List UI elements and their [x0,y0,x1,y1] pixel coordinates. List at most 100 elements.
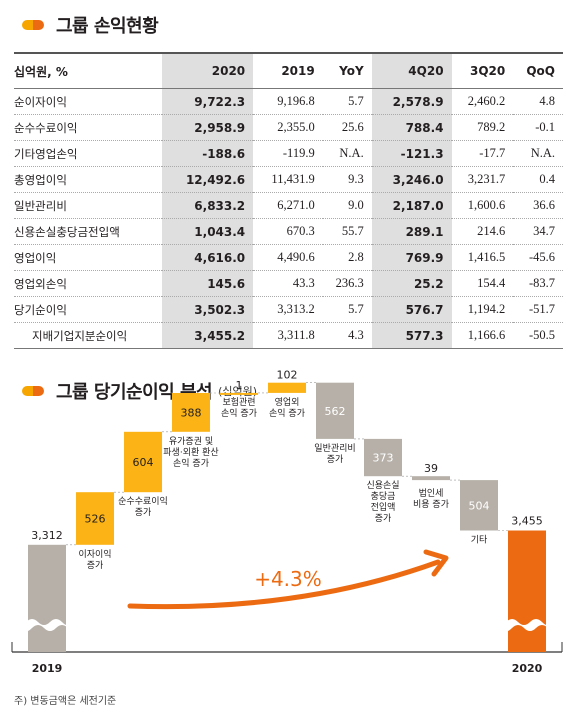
bar-value-6: 562 [325,405,346,418]
table-row: 신용손실충당금전입액 1,043.4 670.3 55.7 289.1 214.6 34.7 [14,218,563,245]
cell: -121.3 [371,140,452,167]
cell: -188.6 [162,140,254,167]
cell: 9.3 [322,166,372,193]
section-marker-icon [22,20,44,30]
row-label: 당기순이익 [14,296,162,323]
table-row: 영업외손익 145.6 43.3 236.3 25.2 154.4 -83.7 [14,270,563,297]
footnote: 주) 변동금액은 세전기준 [14,696,117,707]
row-label: 신용손실충당금전입액 [14,218,162,245]
cell: -0.1 [513,114,563,141]
cell: -50.5 [513,322,563,349]
cell: 5.7 [322,296,372,323]
cell: N.A. [513,140,563,167]
header-unit: 십억원, % [14,52,162,89]
row-label: 지배기업지분순이익 [14,322,162,349]
row-label: 영업이익 [14,244,162,271]
header-2019: 2019 [253,52,323,89]
cell: -45.6 [513,244,563,271]
cell: 2,578.9 [371,88,452,115]
table-header-row: 십억원, % 2020 2019 YoY 4Q20 3Q20 QoQ [14,52,563,89]
cell: 4,490.6 [253,244,323,271]
cell: 36.6 [513,192,563,219]
bar-6 [316,382,354,439]
cell: 25.2 [371,270,452,297]
cell: 3,246.0 [371,166,452,193]
trend-arrow [127,559,441,610]
section1-header: 그룹 손익현황 [22,12,159,38]
cell: 154.4 [451,270,514,297]
bar-value-2: 604 [133,456,154,469]
cell: 6,271.0 [253,192,323,219]
row-label: 총영업이익 [14,166,162,193]
cell: 1,416.5 [451,244,514,271]
cell: 25.6 [322,114,372,141]
cell: 576.7 [371,296,452,323]
axis-break-0 [26,619,68,631]
bar-3 [172,393,210,432]
cell: 2,355.0 [253,114,323,141]
cell: 3,313.2 [253,296,323,323]
cell: 789.2 [451,114,514,141]
row-label: 기타영업손익 [14,140,162,167]
bar-value-10: 3,455 [511,515,543,528]
growth-annotation: +4.3% [254,567,322,591]
cell: 4,616.0 [162,244,254,271]
cell: 788.4 [371,114,452,141]
cell: 9,196.8 [253,88,323,115]
header-yoy: YoY [322,52,372,89]
table-row: 일반관리비 6,833.2 6,271.0 9.0 2,187.0 1,600.6 36.6 [14,192,563,219]
category-label-3: 유가증권 및 파생·외환 환산 손익 증가 [163,435,218,469]
bar-8 [412,476,450,481]
table-row: 순수수료이익 2,958.9 2,355.0 25.6 788.4 789.2 -0.1 [14,114,563,141]
bar-1 [76,492,114,545]
row-label: 순이자이익 [14,88,162,115]
table-row: 당기순이익 3,502.3 3,313.2 5.7 576.7 1,194.2 -51.7 [14,296,563,323]
cell: 1,194.2 [451,296,514,323]
cell: 2,958.9 [162,114,254,141]
bar-7 [364,438,402,477]
cell: 9.0 [322,192,372,219]
cell: 11,431.9 [253,166,323,193]
row-label: 순수수료이익 [14,114,162,141]
cell: 0.4 [513,166,563,193]
category-label-4: 보험관련 손익 증가 [221,397,257,419]
bar-4 [220,392,258,395]
cell: 4.3 [322,322,372,349]
cell: 145.6 [162,270,254,297]
bar-0 [28,544,66,652]
category-label-2: 순수수료이익 증가 [118,495,168,518]
table-row: 영업이익 4,616.0 4,490.6 2.8 769.9 1,416.5 -45.6 [14,244,563,271]
section-marker-icon [22,386,44,396]
cell: 4.8 [513,88,563,115]
header-4q20: 4Q20 [371,52,452,89]
cell: 1,043.4 [162,218,254,245]
income-table: 십억원, % 2020 2019 YoY 4Q20 3Q20 QoQ 순이자이익… [14,52,563,349]
cell: 6,833.2 [162,192,254,219]
bar-value-5: 102 [277,369,298,382]
cell: 2.8 [322,244,372,271]
table-row: 순이자이익 9,722.3 9,196.8 5.7 2,578.9 2,460.2 4.8 [14,88,563,115]
bar-2 [124,431,162,493]
cell: 34.7 [513,218,563,245]
bar-10 [508,530,546,652]
cell: 3,455.2 [162,322,254,349]
category-label-1: 이자이익 증가 [78,548,111,571]
cell: N.A. [322,140,372,167]
category-label-8: 법인세 비용 증가 [413,488,449,510]
bar-value-7: 373 [373,452,394,465]
cell: 2,460.2 [451,88,514,115]
row-label: 영업외손익 [14,270,162,297]
cell: -17.7 [451,140,514,167]
bar-value-1: 526 [85,513,106,526]
cell: 43.3 [253,270,323,297]
bar-5 [268,382,306,393]
cell: 3,311.8 [253,322,323,349]
cell: 55.7 [322,218,372,245]
cell: 5.7 [322,88,372,115]
cell: 670.3 [253,218,323,245]
cell: -51.7 [513,296,563,323]
axis-break-10 [506,619,548,631]
bar-9 [460,480,498,531]
row-label: 일반관리비 [14,192,162,219]
